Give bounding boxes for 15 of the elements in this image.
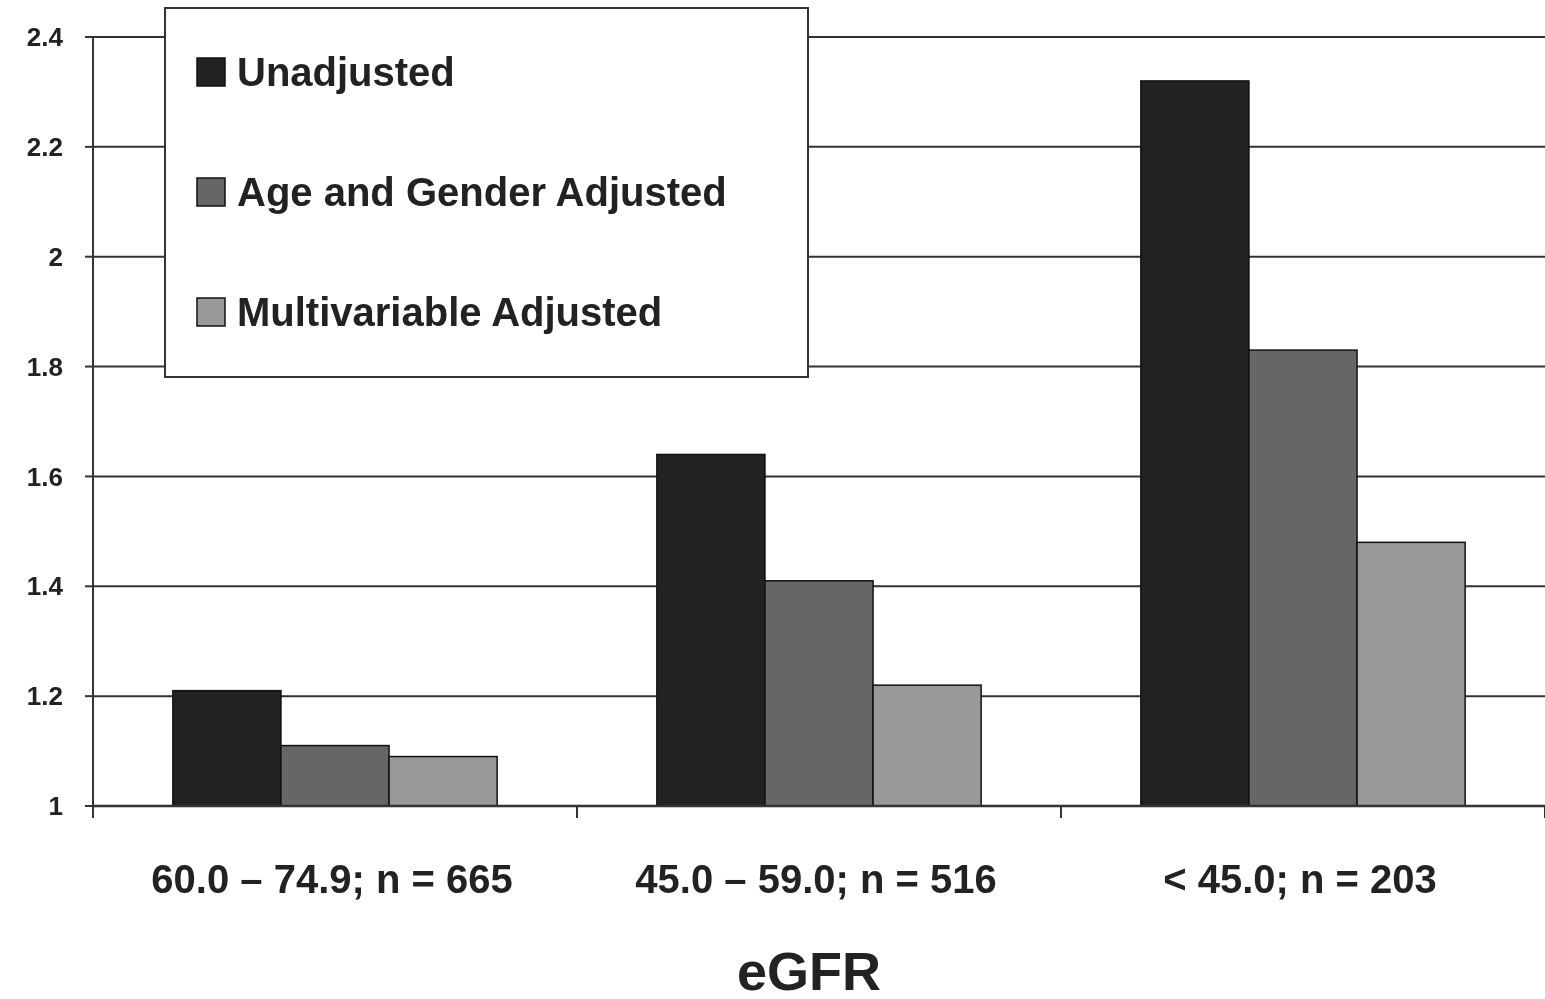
legend-label: Age and Gender Adjusted (237, 170, 727, 214)
x-axis-title: eGFR (736, 941, 882, 999)
y-tick-label: 1.2 (26, 681, 63, 712)
x-tick-label: < 45.0; n = 203 (1163, 857, 1437, 901)
y-tick-label: 2.4 (26, 22, 64, 53)
legend-label: Multivariable Adjusted (237, 290, 663, 334)
x-tick-label: 60.0 – 74.9; n = 665 (151, 857, 513, 901)
x-tick-label: 45.0 – 59.0; n = 516 (635, 857, 997, 901)
y-tick-label: 1.4 (26, 571, 64, 602)
y-tick-label: 2.2 (26, 131, 63, 162)
y-tick-label: 2 (48, 241, 63, 272)
y-tick-label: 1 (48, 791, 63, 822)
y-tick-label: 1.8 (26, 351, 63, 382)
y-tick-label: 1.6 (26, 461, 63, 492)
legend-label: Unadjusted (237, 50, 455, 94)
